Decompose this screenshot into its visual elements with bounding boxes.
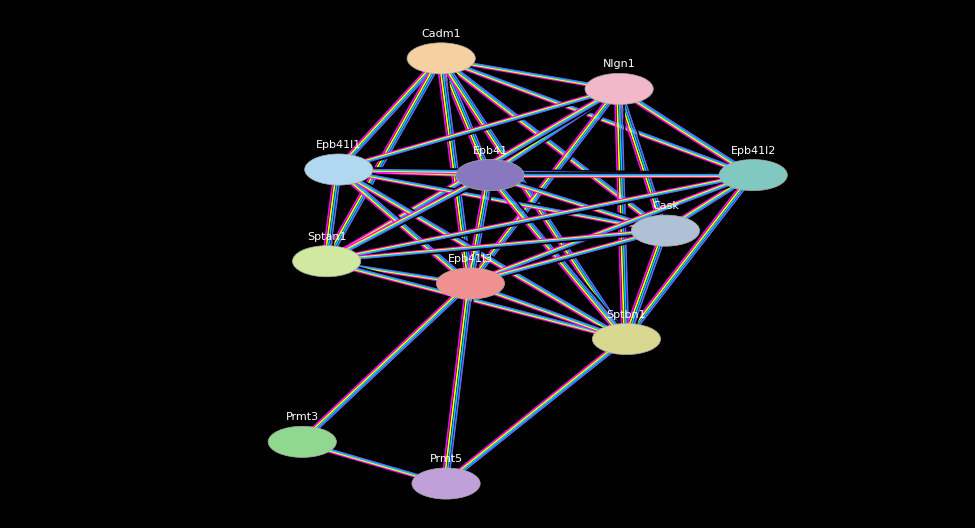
Text: Sptbn1: Sptbn1 [606,309,646,319]
Text: Cadm1: Cadm1 [421,29,461,39]
Text: Sptan1: Sptan1 [307,232,346,242]
Text: Epb41l3: Epb41l3 [448,254,493,264]
Circle shape [456,159,525,191]
Circle shape [292,246,361,277]
Text: Nlgn1: Nlgn1 [603,60,636,70]
Text: Epb41l1: Epb41l1 [316,140,362,150]
Circle shape [437,268,505,299]
Circle shape [411,468,480,499]
Circle shape [304,154,372,185]
Text: Prmt3: Prmt3 [286,412,319,422]
Circle shape [585,73,653,105]
Circle shape [593,324,661,355]
Circle shape [632,215,700,246]
Circle shape [408,43,476,74]
Circle shape [268,426,336,457]
Text: Cask: Cask [652,201,679,211]
Text: Prmt5: Prmt5 [430,454,462,464]
Circle shape [720,159,788,191]
Text: Epb41l2: Epb41l2 [730,146,776,156]
Text: Epb41: Epb41 [472,146,508,156]
